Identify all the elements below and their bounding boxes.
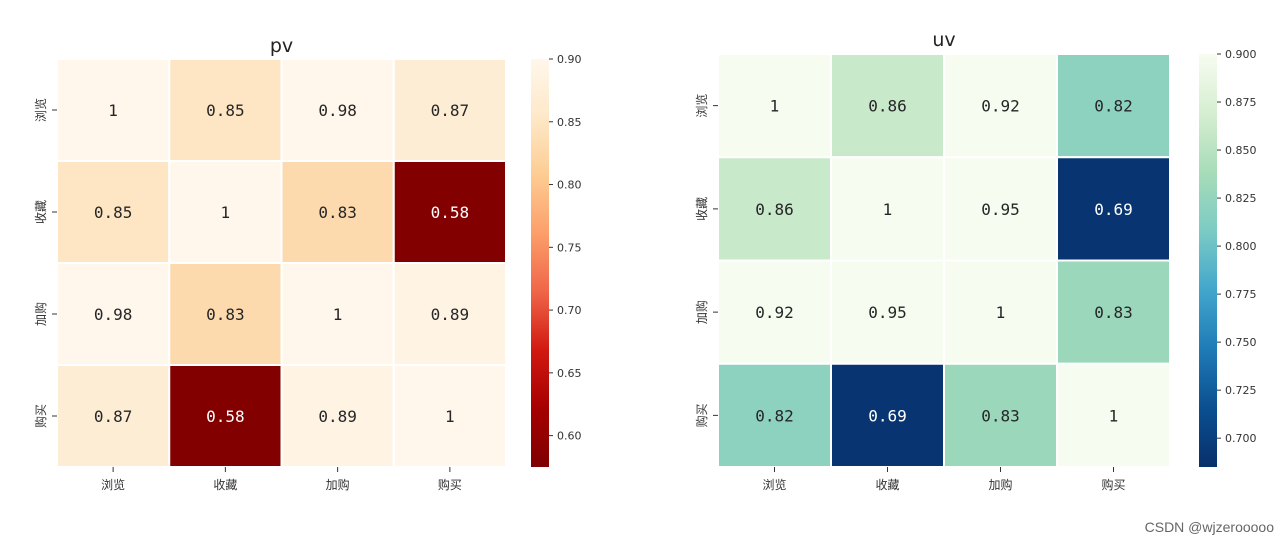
chart-title: uv: [932, 29, 955, 51]
heatmap-pv: pv 1 0.85 0.98 0.87 0.85 1 0.83 0.58 0.98 0.83 1 0.8…: [33, 35, 582, 492]
cell-annotation: 0.69: [868, 406, 907, 425]
colorbar-tick-label: 0.775: [1225, 288, 1257, 301]
watermark: CSDN @wjzerooooo: [1144, 519, 1274, 535]
cell-annotation: 1: [445, 407, 455, 426]
colorbar-tick-label: 0.60: [557, 430, 582, 443]
x-tick-label: 收藏: [213, 478, 237, 492]
y-tick-label: 收藏: [695, 197, 709, 221]
cell-annotation: 0.83: [318, 203, 357, 222]
cell-annotation: 0.83: [1094, 303, 1133, 322]
x-tick-label: 浏览: [101, 477, 125, 492]
heatmap-cell: [830, 53, 945, 159]
heatmap-cell: [1056, 259, 1171, 365]
cell-annotation: 0.83: [206, 305, 245, 324]
cell-annotation: 0.58: [206, 407, 245, 426]
x-tick-label: 收藏: [875, 478, 899, 492]
heatmap-cell: [943, 53, 1058, 159]
cell-annotation: 0.86: [755, 200, 794, 219]
heatmap-cell: [392, 262, 507, 366]
cell-annotation: 0.87: [94, 407, 133, 426]
colorbar-tick-label: 0.70: [557, 304, 582, 317]
chart-title: pv: [270, 35, 293, 57]
cell-annotation: 0.92: [755, 303, 794, 322]
colorbar-tick-label: 0.825: [1225, 192, 1257, 205]
cell-annotation: 0.58: [431, 203, 470, 222]
heatmap-cell: [943, 156, 1058, 262]
x-tick-label: 购买: [1101, 477, 1125, 492]
colorbar-tick-label: 0.85: [557, 116, 582, 129]
cell-annotation: 0.85: [206, 101, 245, 120]
heatmap-cell: [1056, 53, 1171, 159]
colorbar-tick-label: 0.900: [1225, 48, 1257, 61]
heatmap-cell: [1056, 362, 1171, 468]
heatmap-cell: [392, 364, 507, 468]
cell-annotation: 0.86: [868, 97, 907, 116]
cell-annotation: 0.83: [981, 406, 1020, 425]
colorbar-tick-label: 0.90: [557, 53, 582, 66]
cell-annotation: 1: [108, 101, 118, 120]
heatmap-cell: [168, 58, 283, 162]
x-tick-label: 购买: [438, 477, 462, 492]
heatmap-cell: [830, 362, 945, 468]
cell-annotation: 0.95: [868, 303, 907, 322]
colorbar-tick-label: 0.750: [1225, 336, 1257, 349]
heatmap-cell: [717, 156, 832, 262]
cell-annotation: 0.95: [981, 200, 1020, 219]
cell-annotation: 0.87: [431, 101, 470, 120]
x-tick-label: 浏览: [762, 477, 786, 492]
cell-annotation: 0.89: [318, 407, 357, 426]
y-tick-label: 加购: [33, 302, 48, 326]
y-tick-label: 加购: [694, 300, 709, 324]
heatmap-cell: [168, 262, 283, 366]
cell-annotation: 0.82: [1094, 97, 1133, 116]
heatmap-cell: [168, 160, 283, 264]
heatmap-cell: [943, 259, 1058, 365]
colorbar: [1199, 54, 1217, 467]
y-tick-label: 浏览: [33, 98, 48, 122]
cell-annotation: 1: [1109, 406, 1119, 425]
x-tick-label: 加购: [326, 477, 350, 492]
x-tick-label: 加购: [988, 477, 1012, 492]
colorbar-tick-label: 0.725: [1225, 384, 1257, 397]
colorbar-tick-label: 0.800: [1225, 240, 1257, 253]
heatmap-cell: [56, 58, 171, 162]
heatmap-cell: [392, 160, 507, 264]
y-tick-label: 浏览: [694, 94, 709, 118]
colorbar-tick-label: 0.80: [557, 179, 582, 192]
cell-annotation: 0.85: [94, 203, 133, 222]
cell-annotation: 1: [996, 303, 1006, 322]
cell-annotation: 0.69: [1094, 200, 1133, 219]
heatmap-uv: uv 1 0.86 0.92 0.82 0.86 1 0.95 0.69 0.92 0.95 1 0.8…: [694, 29, 1257, 492]
heatmap-cell: [1056, 156, 1171, 262]
cell-annotation: 0.82: [755, 406, 794, 425]
cell-annotation: 1: [770, 97, 780, 116]
colorbar-tick-label: 0.875: [1225, 96, 1257, 109]
colorbar: [531, 59, 549, 467]
cell-annotation: 0.98: [94, 305, 133, 324]
heatmap-cell: [280, 58, 395, 162]
y-tick-label: 购买: [694, 403, 709, 427]
heatmap-cell: [168, 364, 283, 468]
colorbar-tick-label: 0.700: [1225, 432, 1257, 445]
cell-annotation: 0.89: [431, 305, 470, 324]
cell-annotation: 0.98: [318, 101, 357, 120]
y-tick-label: 收藏: [34, 200, 48, 224]
cell-annotation: 1: [333, 305, 343, 324]
y-tick-label: 购买: [33, 404, 48, 428]
cell-annotation: 1: [883, 200, 893, 219]
heatmap-cell: [392, 58, 507, 162]
colorbar-tick-label: 0.850: [1225, 144, 1257, 157]
colorbar-tick-label: 0.75: [557, 241, 582, 254]
cell-annotation: 0.92: [981, 97, 1020, 116]
colorbar-tick-label: 0.65: [557, 367, 582, 380]
cell-annotation: 1: [221, 203, 231, 222]
